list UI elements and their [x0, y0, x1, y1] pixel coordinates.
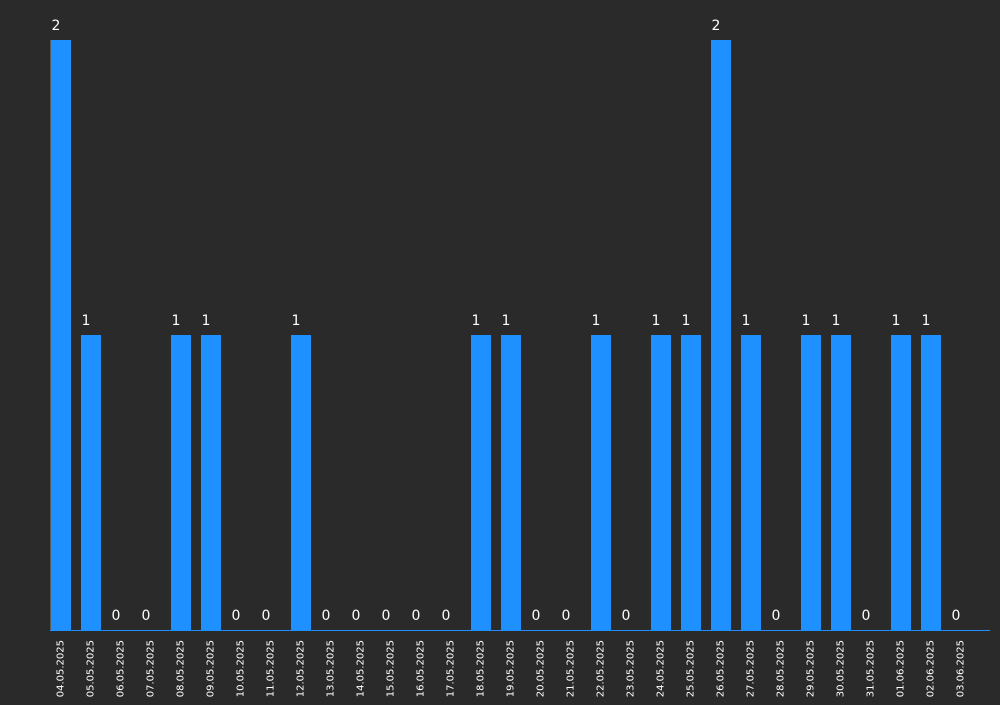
x-tick-label-30.05.2025: 30.05.2025: [836, 640, 847, 697]
x-tick-label-24.05.2025: 24.05.2025: [656, 640, 667, 697]
value-label-23.05.2025: 0: [622, 608, 631, 624]
value-label-09.05.2025: 1: [202, 313, 211, 329]
x-tick-label-22.05.2025: 22.05.2025: [596, 640, 607, 697]
x-tick-label-29.05.2025: 29.05.2025: [806, 640, 817, 697]
x-tick-label-05.05.2025: 05.05.2025: [86, 640, 97, 697]
value-label-06.05.2025: 0: [112, 608, 121, 624]
value-label-03.06.2025: 0: [952, 608, 961, 624]
x-tick-label-11.05.2025: 11.05.2025: [266, 640, 277, 697]
value-label-24.05.2025: 1: [652, 313, 661, 329]
bar-01.06.2025: [891, 335, 911, 630]
x-tick-label-08.05.2025: 08.05.2025: [176, 640, 187, 697]
value-label-11.05.2025: 0: [262, 608, 271, 624]
x-tick-label-07.05.2025: 07.05.2025: [146, 640, 157, 697]
x-tick-label-21.05.2025: 21.05.2025: [566, 640, 577, 697]
value-label-04.05.2025: 2: [52, 18, 61, 34]
bar-27.05.2025: [741, 335, 761, 630]
value-label-16.05.2025: 0: [412, 608, 421, 624]
value-label-19.05.2025: 1: [502, 313, 511, 329]
value-label-22.05.2025: 1: [592, 313, 601, 329]
value-label-02.06.2025: 1: [922, 313, 931, 329]
bar-26.05.2025: [711, 40, 731, 630]
x-tick-label-25.05.2025: 25.05.2025: [686, 640, 697, 697]
x-tick-label-18.05.2025: 18.05.2025: [476, 640, 487, 697]
bar-19.05.2025: [501, 335, 521, 630]
x-tick-label-20.05.2025: 20.05.2025: [536, 640, 547, 697]
x-tick-label-15.05.2025: 15.05.2025: [386, 640, 397, 697]
x-tick-label-27.05.2025: 27.05.2025: [746, 640, 757, 697]
value-label-31.05.2025: 0: [862, 608, 871, 624]
value-label-30.05.2025: 1: [832, 313, 841, 329]
bar-24.05.2025: [651, 335, 671, 630]
bars-layer: [51, 40, 941, 630]
x-tick-label-31.05.2025: 31.05.2025: [866, 640, 877, 697]
bar-18.05.2025: [471, 335, 491, 630]
value-label-05.05.2025: 1: [82, 313, 91, 329]
value-label-07.05.2025: 0: [142, 608, 151, 624]
value-label-26.05.2025: 2: [712, 18, 721, 34]
x-tick-label-28.05.2025: 28.05.2025: [776, 640, 787, 697]
bar-04.05.2025: [51, 40, 71, 630]
value-label-29.05.2025: 1: [802, 313, 811, 329]
x-tick-label-19.05.2025: 19.05.2025: [506, 640, 517, 697]
x-tick-label-10.05.2025: 10.05.2025: [236, 640, 247, 697]
bar-09.05.2025: [201, 335, 221, 630]
value-label-10.05.2025: 0: [232, 608, 241, 624]
bar-25.05.2025: [681, 335, 701, 630]
axes-layer: [50, 40, 990, 631]
x-tick-label-17.05.2025: 17.05.2025: [446, 640, 457, 697]
bar-30.05.2025: [831, 335, 851, 630]
value-label-01.06.2025: 1: [892, 313, 901, 329]
x-tick-label-06.05.2025: 06.05.2025: [116, 640, 127, 697]
x-tick-label-23.05.2025: 23.05.2025: [626, 640, 637, 697]
x-tick-label-13.05.2025: 13.05.2025: [326, 640, 337, 697]
value-label-13.05.2025: 0: [322, 608, 331, 624]
bar-02.06.2025: [921, 335, 941, 630]
x-tick-label-09.05.2025: 09.05.2025: [206, 640, 217, 697]
value-label-14.05.2025: 0: [352, 608, 361, 624]
bar-05.05.2025: [81, 335, 101, 630]
x-tick-label-03.06.2025: 03.06.2025: [956, 640, 967, 697]
value-label-28.05.2025: 0: [772, 608, 781, 624]
value-label-20.05.2025: 0: [532, 608, 541, 624]
value-label-15.05.2025: 0: [382, 608, 391, 624]
value-label-08.05.2025: 1: [172, 313, 181, 329]
value-label-27.05.2025: 1: [742, 313, 751, 329]
x-tick-label-16.05.2025: 16.05.2025: [416, 640, 427, 697]
value-label-18.05.2025: 1: [472, 313, 481, 329]
x-tick-label-26.05.2025: 26.05.2025: [716, 640, 727, 697]
x-tick-label-12.05.2025: 12.05.2025: [296, 640, 307, 697]
value-label-21.05.2025: 0: [562, 608, 571, 624]
x-tick-label-01.06.2025: 01.06.2025: [896, 640, 907, 697]
value-label-17.05.2025: 0: [442, 608, 451, 624]
x-tick-label-04.05.2025: 04.05.2025: [56, 640, 67, 697]
bar-29.05.2025: [801, 335, 821, 630]
bar-12.05.2025: [291, 335, 311, 630]
value-label-12.05.2025: 1: [292, 313, 301, 329]
bar-22.05.2025: [591, 335, 611, 630]
bar-08.05.2025: [171, 335, 191, 630]
x-tick-label-02.06.2025: 02.06.2025: [926, 640, 937, 697]
x-tick-label-14.05.2025: 14.05.2025: [356, 640, 367, 697]
x-tick-labels-layer: 04.05.2025 05.05.2025 06.05.2025 07.05.2025…: [56, 640, 967, 697]
value-label-25.05.2025: 1: [682, 313, 691, 329]
value-labels-layer: 2 1 0 0 1 1 0 0 1 0 0 0 0 0 1 1 0 0 1 0 1 1 2 1 0 1 1 0 1 1 0: [52, 18, 961, 624]
